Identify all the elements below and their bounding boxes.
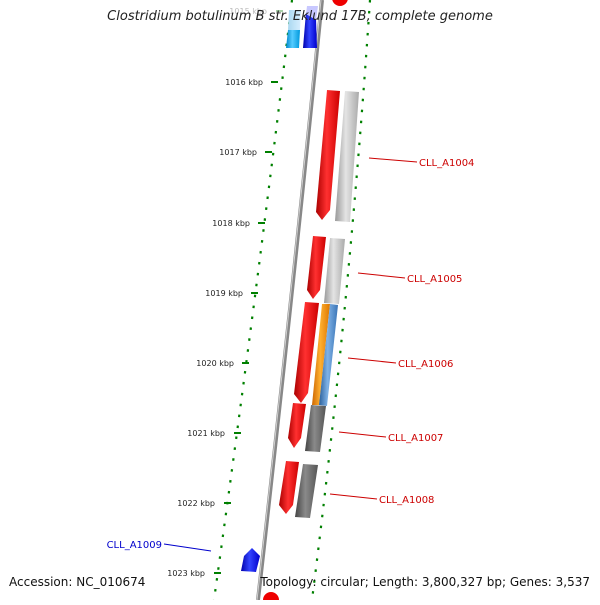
- gene-gray-a1005: [324, 238, 345, 304]
- gene-label: CLL_A1007: [388, 433, 443, 444]
- gene-top-cyan: [286, 30, 300, 48]
- tick-group: 1015 kbp 1016 kbp 1017 kbp 1018 kbp 1019 kbp…: [167, 7, 283, 578]
- gene-leader-line: [357, 272, 406, 279]
- tick-label: 1019 kbp: [205, 289, 243, 298]
- gene-orange-a1006: [312, 304, 330, 405]
- tick-label: 1022 kbp: [177, 499, 215, 508]
- gene-label: CLL_A1005: [407, 274, 462, 285]
- tick-label: 1021 kbp: [187, 429, 225, 438]
- outer-tick-ruler: [310, 0, 372, 601]
- partial-feature-bottom: [263, 592, 279, 605]
- genome-title: Clostridium botulinum B str. Eklund 17B,…: [107, 9, 493, 24]
- gene-label: CLL_A1004: [419, 158, 474, 169]
- genome-backbone: [256, 0, 324, 601]
- gene-label: CLL_A1008: [379, 495, 434, 506]
- gene-steelblue-a1006: [319, 304, 338, 406]
- gene-gray-a1004: [335, 91, 359, 222]
- tick-label: 1018 kbp: [212, 219, 250, 228]
- cds-arrow-a1007: [288, 403, 306, 448]
- tick-label: 1016 kbp: [225, 78, 263, 87]
- gene-leader-line: [368, 157, 418, 163]
- gene-label-group: CLL_A1004 CLL_A1005 CLL_A1006 CLL_A1007 CLL_…: [107, 157, 474, 552]
- gene-leader-line: [329, 493, 378, 500]
- tick-label: 1023 kbp: [167, 569, 205, 578]
- tick-label: 1017 kbp: [219, 148, 257, 157]
- genome-backbone-highlight: [256, 0, 322, 601]
- gene-darkgray-a1008: [295, 464, 318, 518]
- gene-top-pale: [288, 10, 301, 30]
- cds-arrow-a1004: [316, 90, 340, 220]
- gene-darkgray-a1007: [305, 405, 326, 452]
- cds-arrow-a1005: [307, 236, 326, 299]
- cds-arrow-a1008: [279, 461, 299, 514]
- gene-leader-line: [338, 431, 387, 438]
- accession-text: Accession: NC_010674: [9, 575, 146, 589]
- tick-label: 1020 kbp: [196, 359, 234, 368]
- gene-leader-line: [347, 357, 397, 364]
- cds-arrow-a1006: [294, 302, 319, 403]
- cds-arrow-a1009: [241, 548, 260, 572]
- inner-tick-ruler: [212, 0, 294, 601]
- gene-top-blue: [303, 12, 317, 48]
- gene-label: CLL_A1006: [398, 359, 453, 370]
- topology-text: Topology: circular; Length: 3,800,327 bp…: [260, 575, 590, 589]
- tick-label: 1015 kbp: [229, 7, 267, 16]
- partial-feature-top: [332, 0, 348, 6]
- gene-label: CLL_A1009: [107, 540, 162, 551]
- gene-leader-line: [163, 543, 212, 552]
- gene-top-lavender: [306, 6, 318, 20]
